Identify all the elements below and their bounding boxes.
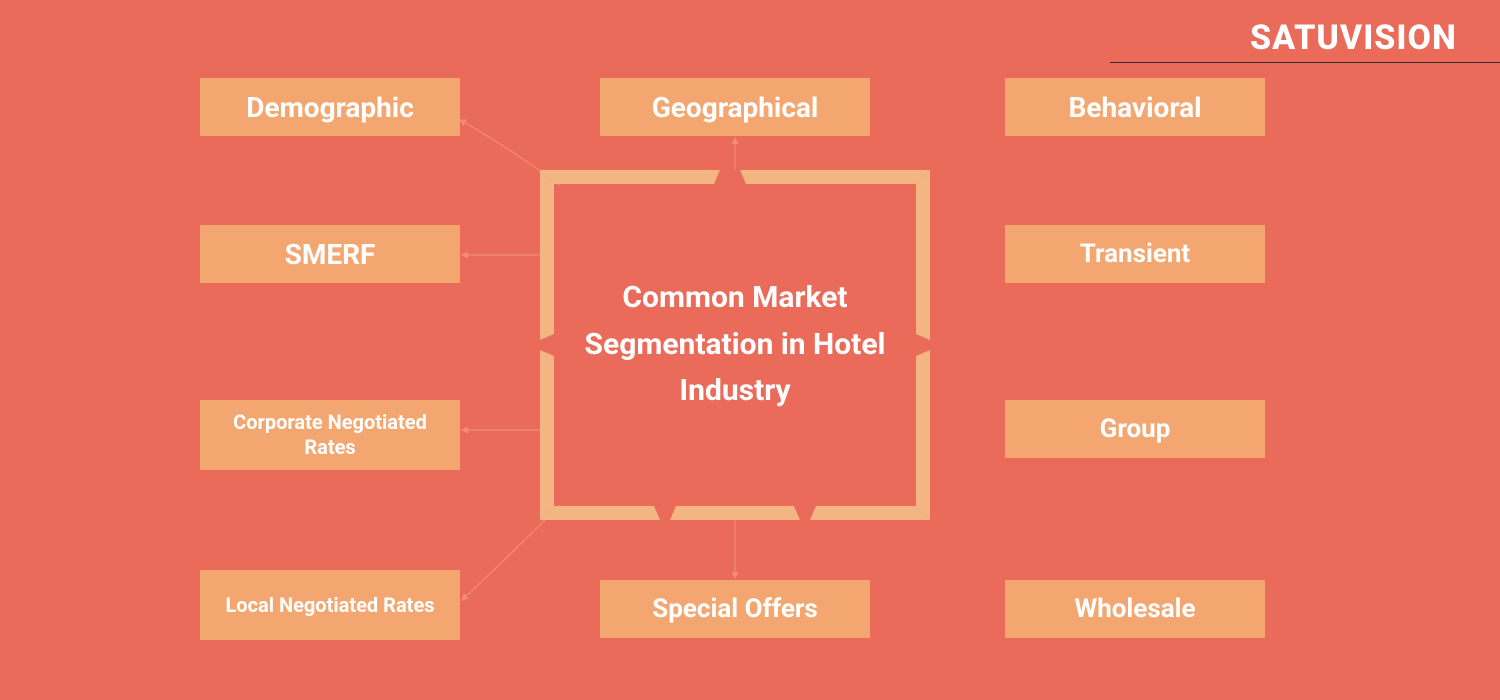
segment-node-demographic: Demographic [200,78,460,136]
segment-node-special: Special Offers [600,580,870,638]
segment-node-group: Group [1005,400,1265,458]
center-title-text: Common Market Segmentation in Hotel Indu… [560,275,911,415]
segment-node-wholesale: Wholesale [1005,580,1265,638]
brand-label: SATUVISION [1250,18,1457,58]
segment-node-transient: Transient [1005,225,1265,283]
segment-node-geographical: Geographical [600,78,870,136]
segment-node-behavioral: Behavioral [1005,78,1265,136]
center-title-box: Common Market Segmentation in Hotel Indu… [540,170,930,520]
diagram-canvas: SATUVISION Common Market Segmentation in… [0,0,1500,700]
segment-node-smerf: SMERF [200,225,460,283]
segment-node-local: Local Negotiated Rates [200,570,460,640]
brand-underline [1110,62,1500,63]
segment-node-corporate: Corporate Negotiated Rates [200,400,460,470]
